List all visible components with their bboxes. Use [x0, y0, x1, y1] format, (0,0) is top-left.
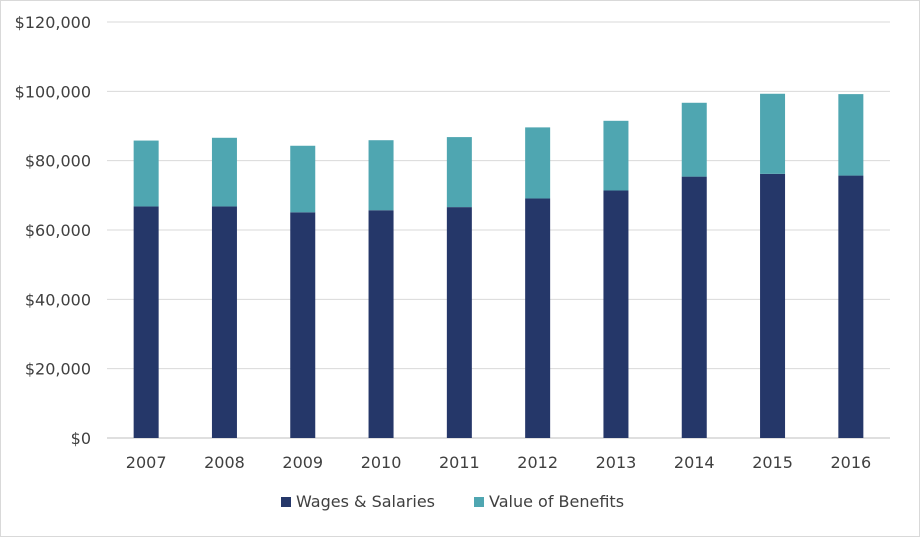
bar-wages-salaries-2011 — [446, 207, 472, 438]
y-tick-label: $60,000 — [25, 221, 91, 240]
x-tick-label: 2010 — [361, 453, 402, 472]
y-tick-label: $20,000 — [25, 360, 91, 379]
bar-value-of-benefits-2007 — [133, 140, 159, 207]
y-tick-label: $80,000 — [25, 152, 91, 171]
x-tick-label: 2015 — [752, 453, 793, 472]
legend: Wages & Salaries Value of Benefits — [281, 492, 624, 511]
bar-wages-salaries-2009 — [290, 212, 316, 438]
x-tick-label: 2013 — [596, 453, 637, 472]
bar-value-of-benefits-2016 — [838, 94, 864, 176]
x-tick-label: 2012 — [517, 453, 558, 472]
bar-wages-salaries-2012 — [525, 198, 551, 438]
legend-label: Wages & Salaries — [296, 492, 435, 511]
bar-value-of-benefits-2014 — [681, 102, 707, 177]
bar-wages-salaries-2015 — [760, 173, 786, 438]
bar-value-of-benefits-2008 — [211, 137, 237, 207]
y-tick-label: $0 — [71, 429, 91, 448]
y-axis-tick-labels: $0 $20,000 $40,000 $60,000 $80,000 $100,000 $1… — [15, 13, 91, 448]
y-tick-label: $120,000 — [15, 13, 91, 32]
bar-value-of-benefits-2013 — [603, 120, 629, 191]
bar-wages-salaries-2016 — [838, 175, 864, 438]
bar-value-of-benefits-2010 — [368, 140, 394, 211]
x-tick-label: 2014 — [674, 453, 715, 472]
x-tick-label: 2009 — [282, 453, 323, 472]
gridlines — [107, 21, 890, 439]
legend-swatch — [474, 497, 484, 507]
legend-label: Value of Benefits — [489, 492, 624, 511]
x-axis-tick-labels: 2007 2008 2009 2010 2011 2012 2013 2014 2015 2016 — [126, 453, 871, 472]
bar-wages-salaries-2014 — [681, 176, 707, 438]
bar-value-of-benefits-2009 — [290, 145, 316, 213]
y-tick-label: $100,000 — [15, 82, 91, 101]
x-tick-label: 2016 — [830, 453, 871, 472]
x-tick-label: 2011 — [439, 453, 480, 472]
bar-value-of-benefits-2011 — [446, 137, 472, 208]
bar-wages-salaries-2008 — [211, 206, 237, 438]
legend-swatch — [281, 497, 291, 507]
y-tick-label: $40,000 — [25, 290, 91, 309]
bar-value-of-benefits-2012 — [525, 127, 551, 199]
bar-value-of-benefits-2015 — [760, 93, 786, 174]
x-tick-label: 2007 — [126, 453, 167, 472]
bar-wages-salaries-2007 — [133, 206, 159, 438]
bar-wages-salaries-2010 — [368, 210, 394, 438]
x-tick-label: 2008 — [204, 453, 245, 472]
bars — [133, 93, 864, 438]
bar-wages-salaries-2013 — [603, 190, 629, 438]
